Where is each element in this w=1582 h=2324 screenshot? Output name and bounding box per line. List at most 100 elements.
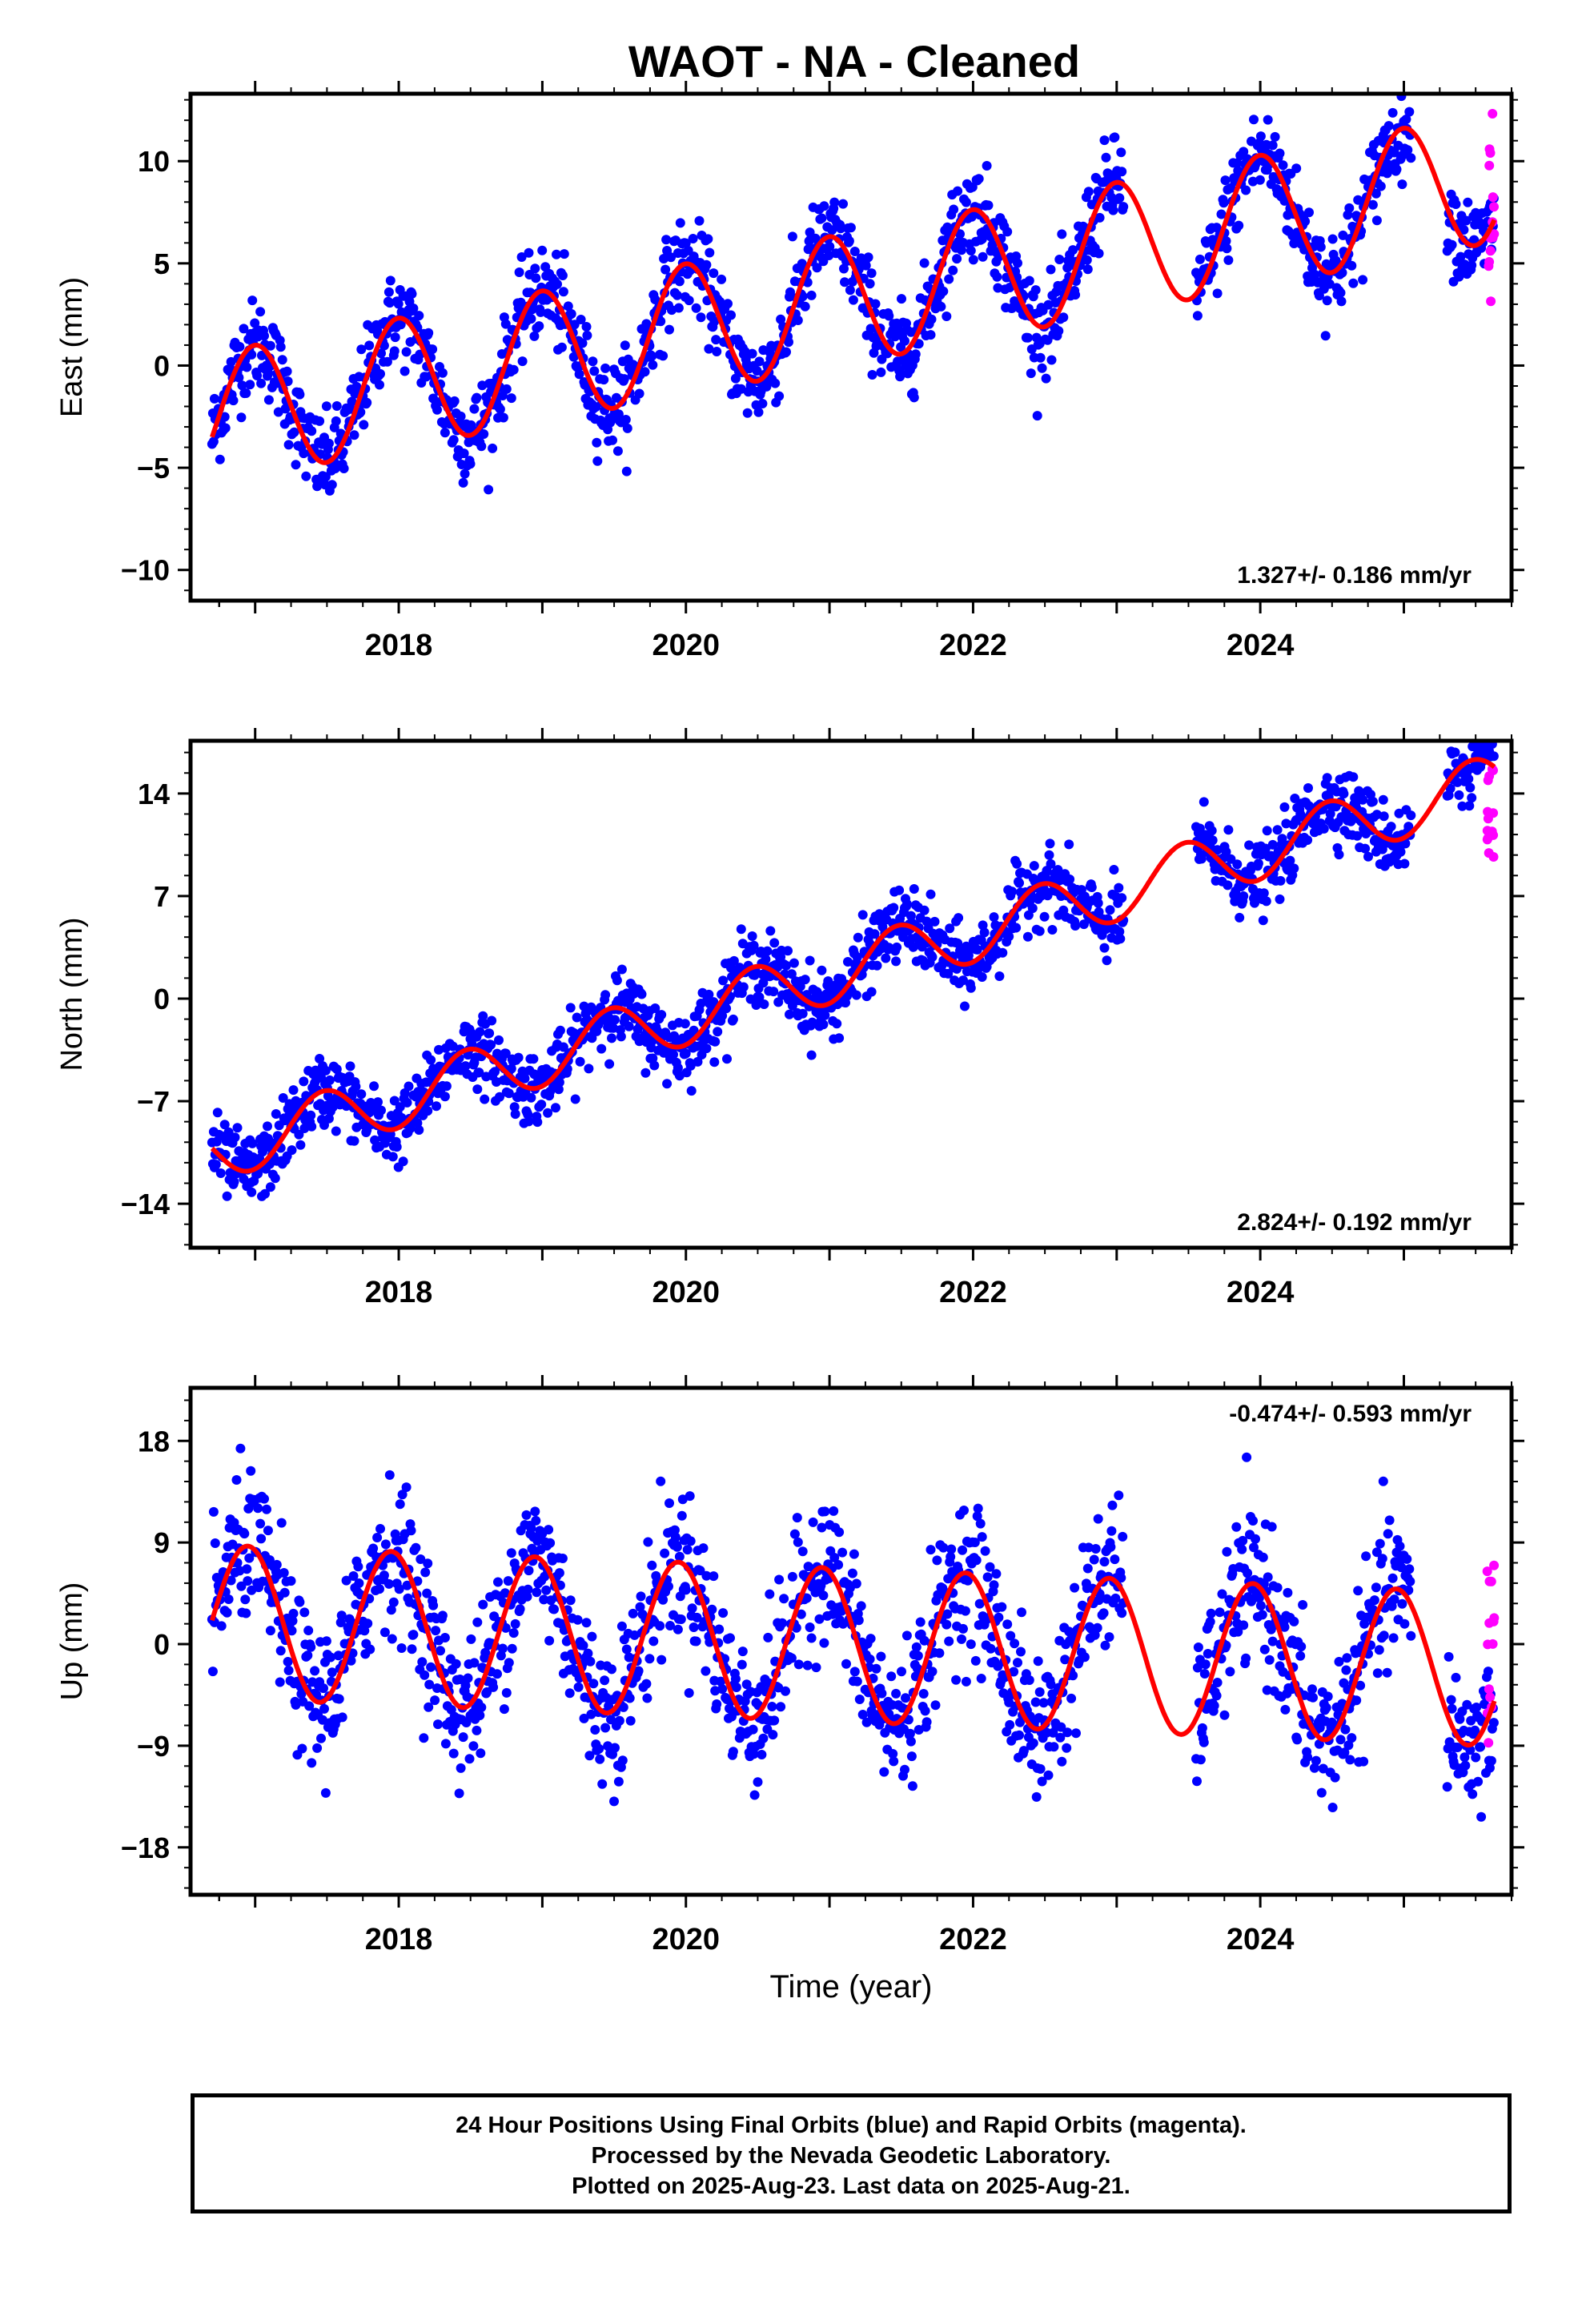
data-point — [250, 318, 260, 328]
data-point — [331, 1064, 342, 1075]
data-point — [1480, 1699, 1489, 1709]
data-point — [1275, 148, 1285, 159]
data-point — [1222, 243, 1232, 254]
data-point — [635, 1602, 645, 1612]
data-point — [219, 412, 230, 422]
data-point — [1078, 221, 1088, 231]
data-point — [1400, 838, 1411, 849]
data-point — [1235, 912, 1245, 923]
rapid-data-point — [1489, 202, 1499, 212]
data-point — [810, 233, 821, 243]
data-point — [930, 1700, 941, 1711]
data-point — [1116, 147, 1126, 158]
data-point — [1347, 1733, 1357, 1743]
data-point — [977, 234, 987, 244]
data-point — [625, 1715, 636, 1726]
rate-label: 1.327+/- 0.186 mm/yr — [1237, 562, 1472, 589]
data-point — [239, 1529, 250, 1539]
data-point — [1099, 943, 1110, 953]
data-point — [938, 286, 949, 296]
data-point — [345, 1061, 355, 1072]
data-point — [541, 1585, 552, 1595]
data-point — [579, 1001, 589, 1011]
data-point — [1466, 1715, 1476, 1726]
data-point — [972, 944, 982, 955]
data-point — [1070, 290, 1081, 300]
rapid-data-point — [1488, 808, 1499, 818]
data-point — [1471, 1752, 1481, 1763]
data-point — [729, 955, 739, 966]
data-point — [1212, 1678, 1223, 1687]
data-point — [590, 1725, 600, 1735]
data-point — [1039, 911, 1050, 922]
data-point — [1278, 160, 1288, 171]
data-point — [504, 1658, 514, 1668]
data-point — [1018, 1746, 1029, 1756]
data-point — [1105, 905, 1115, 915]
data-point — [1451, 1672, 1461, 1683]
data-point — [1387, 107, 1398, 118]
data-point — [1261, 896, 1271, 907]
data-point — [834, 1527, 845, 1538]
data-point — [243, 1576, 253, 1586]
data-point — [223, 1127, 234, 1137]
data-point — [607, 1664, 616, 1675]
data-point — [283, 440, 294, 450]
data-point — [853, 1615, 864, 1626]
data-point — [428, 1600, 439, 1610]
data-point — [388, 1597, 399, 1607]
data-point — [1082, 255, 1092, 265]
data-point — [441, 1081, 452, 1092]
data-point — [1024, 1675, 1034, 1685]
data-point — [226, 1575, 236, 1586]
data-point — [1254, 1593, 1264, 1603]
data-point — [757, 399, 768, 408]
data-point — [1318, 1763, 1328, 1774]
data-point — [508, 1628, 519, 1638]
data-point — [1367, 796, 1378, 806]
data-point — [516, 252, 527, 262]
data-point — [900, 336, 909, 346]
data-point — [417, 1657, 428, 1667]
data-point — [474, 1068, 484, 1078]
data-point — [1353, 1586, 1363, 1596]
data-point — [472, 392, 482, 403]
data-point — [1093, 898, 1103, 908]
data-point — [1219, 198, 1229, 208]
data-point — [978, 920, 988, 931]
data-point — [953, 938, 963, 948]
data-point — [341, 1575, 351, 1586]
data-point — [942, 312, 952, 321]
data-point — [1267, 1522, 1277, 1532]
data-point — [327, 1667, 337, 1678]
data-point — [1464, 801, 1475, 811]
data-point — [958, 1545, 967, 1555]
data-point — [944, 1636, 954, 1647]
data-point — [753, 1777, 763, 1787]
panel-frame — [188, 91, 1514, 603]
data-point — [1340, 1724, 1351, 1735]
data-point — [1033, 1656, 1043, 1667]
data-point — [685, 1060, 696, 1071]
data-point — [1324, 279, 1335, 289]
data-point — [943, 968, 954, 979]
data-point — [1234, 220, 1244, 231]
data-point — [373, 1097, 383, 1108]
data-point — [1330, 1772, 1340, 1783]
data-point — [295, 389, 305, 400]
data-point — [420, 1670, 430, 1680]
rapid-data-point — [1489, 1560, 1500, 1570]
data-point — [286, 1576, 296, 1586]
data-point — [276, 1518, 287, 1528]
data-point — [259, 331, 269, 341]
data-point — [818, 1590, 829, 1601]
data-point — [562, 1063, 572, 1074]
data-point — [1472, 1703, 1482, 1712]
data-point — [558, 287, 568, 297]
data-point — [398, 1156, 408, 1167]
data-point — [958, 975, 968, 986]
data-point — [624, 1021, 634, 1031]
data-point — [686, 1086, 697, 1096]
data-point — [1473, 1776, 1484, 1787]
data-point — [247, 1138, 258, 1148]
